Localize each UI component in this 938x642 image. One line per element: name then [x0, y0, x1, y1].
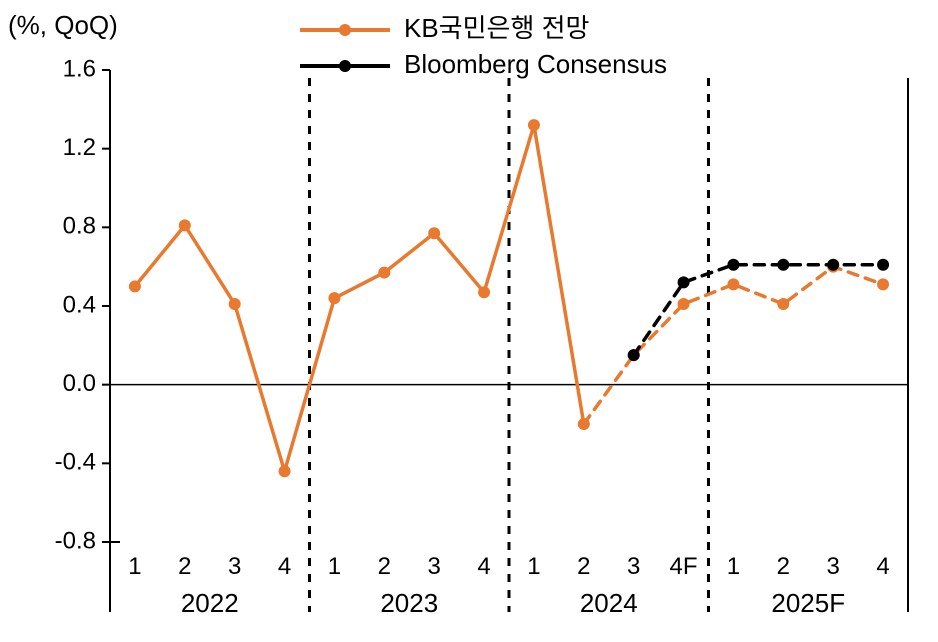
svg-text:1: 1 [727, 553, 740, 580]
legend-label-kb: KB국민은행 전망 [404, 13, 589, 43]
svg-text:2022: 2022 [181, 588, 239, 618]
svg-text:2: 2 [777, 553, 790, 580]
svg-text:1: 1 [527, 553, 540, 580]
svg-text:-0.8: -0.8 [55, 527, 96, 554]
chart-container: -0.8 -0.4 0.0 0.4 0.8 1.2 1.6 (%, QoQ) 1 2 3 4 1 2 3 4 1… [0, 0, 938, 642]
svg-text:4: 4 [477, 553, 490, 580]
svg-text:4: 4 [876, 553, 889, 580]
svg-text:3: 3 [627, 553, 640, 580]
svg-text:1.6: 1.6 [63, 55, 96, 82]
line-chart: -0.8 -0.4 0.0 0.4 0.8 1.2 1.6 (%, QoQ) 1 2 3 4 1 2 3 4 1… [0, 0, 938, 642]
svg-text:2: 2 [577, 553, 590, 580]
svg-text:0.8: 0.8 [63, 213, 96, 240]
svg-text:1: 1 [328, 553, 341, 580]
legend-label-bloomberg: Bloomberg Consensus [404, 49, 667, 79]
svg-text:2: 2 [378, 553, 391, 580]
svg-text:3: 3 [827, 553, 840, 580]
svg-text:4F: 4F [670, 553, 698, 580]
svg-text:2024: 2024 [580, 588, 638, 618]
svg-text:3: 3 [228, 553, 241, 580]
svg-text:2023: 2023 [380, 588, 438, 618]
y-axis-label: (%, QoQ) [8, 10, 118, 40]
svg-text:1.2: 1.2 [63, 134, 96, 161]
svg-text:-0.4: -0.4 [55, 449, 96, 476]
svg-text:0.4: 0.4 [63, 291, 96, 318]
svg-text:2025F: 2025F [771, 588, 845, 618]
svg-text:2: 2 [178, 553, 191, 580]
svg-text:0.0: 0.0 [63, 370, 96, 397]
svg-text:1: 1 [128, 553, 141, 580]
svg-text:4: 4 [278, 553, 291, 580]
svg-text:3: 3 [428, 553, 441, 580]
